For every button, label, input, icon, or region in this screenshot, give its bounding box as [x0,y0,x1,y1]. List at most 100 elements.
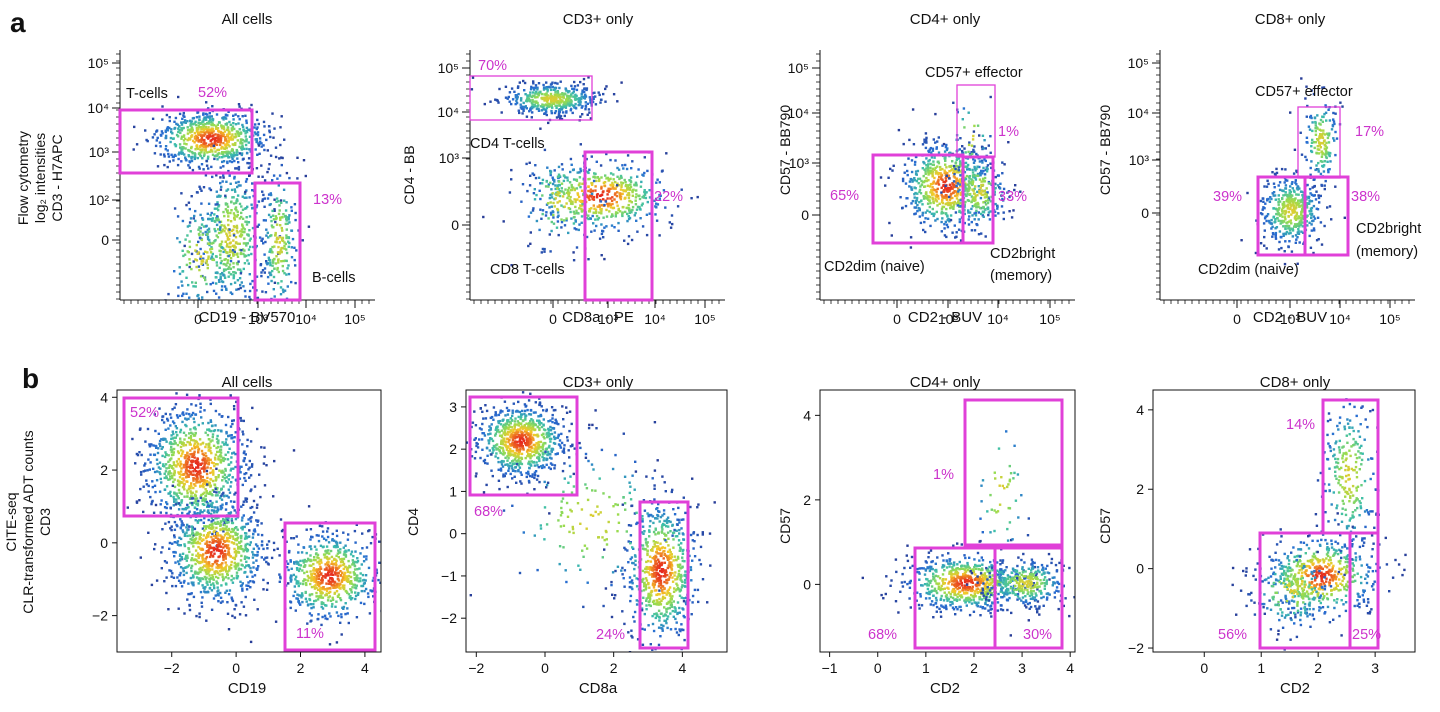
scatter-point [224,194,227,197]
scatter-point [262,219,266,222]
y-axis-label: Flow cytometrylog₂ intensitiesCD3 - H7AP… [15,131,65,225]
scatter-point [924,132,928,135]
scatter-point [158,442,161,446]
scatter-point [159,477,162,481]
scatter-point [579,100,582,104]
scatter-point [595,214,599,218]
scatter-point [188,432,191,435]
scatter-point [954,211,958,214]
scatter-point [955,193,959,196]
scatter-point [920,179,923,183]
scatter-point [919,185,922,188]
scatter-point [922,180,926,184]
scatter-point [983,158,986,161]
scatter-point [1246,191,1249,195]
scatter-point [558,184,561,187]
scatter-point [949,187,952,190]
y-axis-label-line: log₂ intensities [32,133,48,223]
scatter-point [209,440,212,443]
scatter-point [540,92,544,96]
scatter-point [199,477,202,480]
scatter-point [545,86,549,89]
scatter-point [208,187,211,190]
scatter-point [211,252,214,256]
scatter-point [536,88,539,91]
scatter-point [208,133,211,137]
scatter-point [262,242,265,245]
scatter-point [600,185,603,189]
scatter-point [1272,182,1276,185]
scatter-point [942,190,945,193]
scatter-point [240,205,243,208]
scatter-point [985,167,989,170]
scatter-point [1293,148,1297,151]
scatter-point [936,140,939,143]
scatter-point [237,165,241,169]
scatter-point [290,256,294,259]
scatter-point [1299,221,1302,224]
scatter-point [1315,190,1318,193]
scatter-point [232,151,235,154]
scatter-point [205,164,209,167]
scatter-point [209,118,212,122]
scatter-point [616,204,619,207]
scatter-point [228,231,231,234]
scatter-point [243,254,246,257]
scatter-point [627,235,631,238]
scatter-point [920,183,924,186]
scatter-point [928,148,931,151]
scatter-point [275,197,279,200]
scatter-point [200,163,204,166]
scatter-point [222,210,225,214]
scatter-point [201,296,204,299]
scatter-point [207,217,210,221]
scatter-point [598,237,602,240]
scatter-point [1263,217,1267,220]
scatter-point [1325,141,1328,145]
scatter-point [238,466,241,469]
scatter-point [546,166,549,169]
scatter-point [965,187,968,190]
scatter-point [933,212,936,216]
scatter-point [514,96,518,99]
scatter-point [271,264,274,267]
scatter-point [189,131,192,134]
scatter-point [623,178,626,182]
scatter-point [217,140,220,144]
scatter-point [286,236,289,239]
scatter-point [612,186,615,190]
scatter-point [511,98,515,101]
scatter-point [608,210,611,213]
scatter-point [194,281,197,284]
scatter-point [539,105,543,108]
scatter-point [242,226,245,230]
scatter-point [879,176,883,179]
scatter-point [1278,200,1282,203]
scatter-point [532,173,536,177]
scatter-point [603,184,607,188]
scatter-point [202,142,206,145]
scatter-point [255,167,259,170]
scatter-point [966,189,969,193]
scatter-point [238,477,242,480]
scatter-point [614,212,618,216]
scatter-point [600,187,603,190]
scatter-point [285,234,288,237]
scatter-point [188,412,191,416]
scatter-point [1334,153,1337,157]
scatter-point [253,485,257,488]
scatter-point [1282,225,1285,228]
scatter-point [1313,184,1316,188]
scatter-point [620,176,623,179]
scatter-point [225,180,228,183]
scatter-point [515,94,519,97]
x-tick-label: 0 [893,311,901,327]
scatter-point [186,234,189,237]
scatter-point [188,265,191,269]
scatter-point [596,205,599,208]
scatter-point [229,136,233,140]
scatter-point [1308,210,1311,213]
scatter-point [243,476,246,480]
scatter-point [204,145,207,148]
